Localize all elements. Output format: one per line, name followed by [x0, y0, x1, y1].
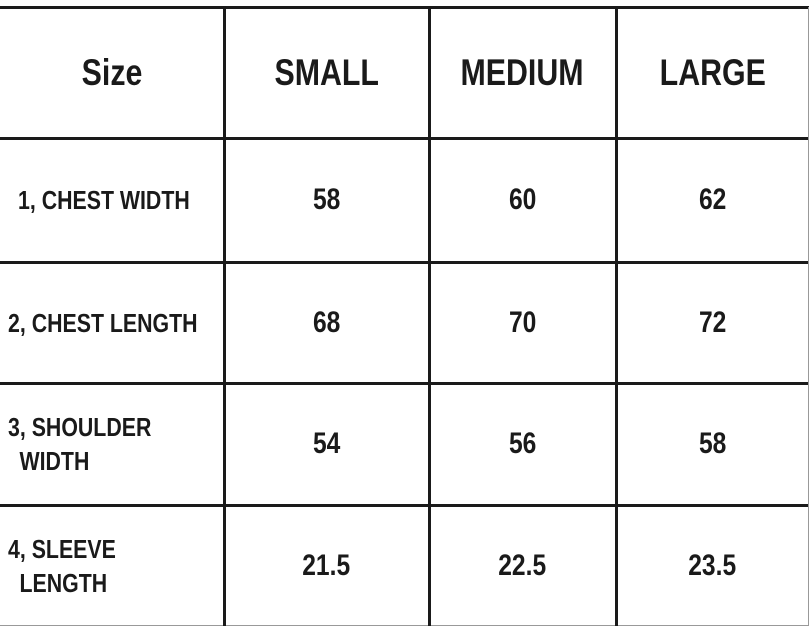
measurement-cell: 68	[224, 262, 429, 383]
header-text: SMALL	[274, 51, 379, 93]
measurement-cell: 23.5	[616, 505, 809, 626]
row-divider	[0, 261, 809, 264]
measurement-value: 68	[312, 305, 341, 339]
row-divider	[0, 137, 809, 140]
measurement-value: 23.5	[688, 548, 737, 582]
row-label: 2, CHEST LENGTH	[0, 262, 224, 383]
row-divider	[0, 6, 809, 9]
header-text: LARGE	[659, 51, 766, 93]
column-divider	[615, 7, 618, 626]
measurement-cell: 21.5	[224, 505, 429, 626]
measurement-cell: 54	[224, 383, 429, 505]
measurement-value: 21.5	[302, 548, 351, 582]
measurement-value: 56	[508, 427, 537, 460]
header-text: MEDIUM	[460, 51, 585, 93]
measurement-value: 72	[698, 305, 727, 339]
measurement-cell: 58	[224, 138, 429, 262]
measurement-value: 60	[508, 183, 537, 216]
row-label-text: 3, SHOULDER WIDTH	[8, 412, 152, 476]
row-label: 4, SLEEVE LENGTH	[0, 505, 224, 626]
measurement-cell: 56	[429, 383, 616, 505]
header-small: SMALL	[224, 7, 429, 138]
header-text: Size	[81, 51, 143, 93]
measurement-cell: 58	[616, 383, 809, 505]
row-divider	[0, 382, 809, 385]
measurement-value: 54	[312, 427, 341, 460]
row-label: 3, SHOULDER WIDTH	[0, 383, 224, 505]
measurement-cell: 22.5	[429, 505, 616, 626]
row-label: 1, CHEST WIDTH	[0, 138, 224, 262]
header-large: LARGE	[616, 7, 809, 138]
measurement-cell: 72	[616, 262, 809, 383]
measurement-value: 62	[698, 183, 727, 216]
measurement-value: 58	[698, 427, 727, 460]
measurement-value: 58	[312, 183, 341, 216]
measurement-value: 22.5	[498, 548, 547, 582]
row-divider	[0, 504, 809, 507]
measurement-value: 70	[508, 305, 537, 339]
column-divider	[223, 7, 226, 626]
column-divider	[428, 7, 431, 626]
measurement-cell: 70	[429, 262, 616, 383]
header-medium: MEDIUM	[429, 7, 616, 138]
row-label-text: 2, CHEST LENGTH	[8, 307, 198, 338]
measurement-cell: 62	[616, 138, 809, 262]
header-size: Size	[0, 7, 224, 138]
measurement-cell: 60	[429, 138, 616, 262]
row-label-text: 4, SLEEVE LENGTH	[8, 533, 116, 598]
row-label-text: 1, CHEST WIDTH	[18, 185, 190, 215]
